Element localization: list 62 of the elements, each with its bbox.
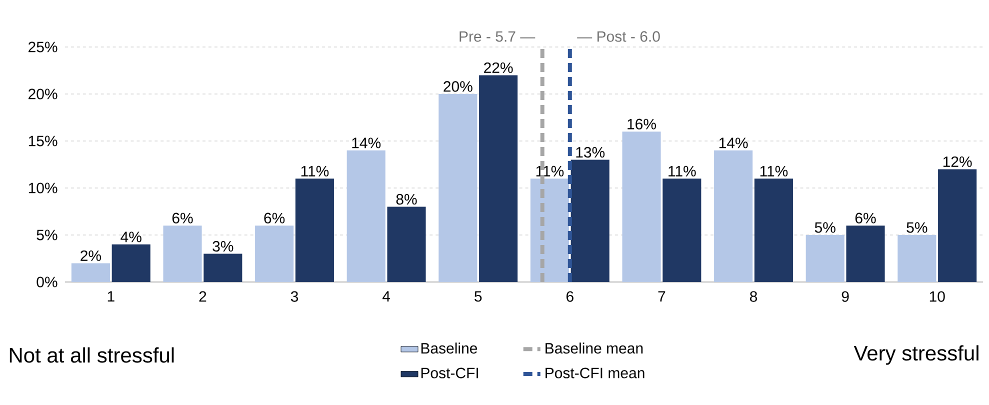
bar <box>662 178 702 282</box>
bar <box>438 94 478 282</box>
x-tick-label: 9 <box>842 291 849 302</box>
legend-label: Post-CFI mean <box>546 368 644 378</box>
y-tick-label: 10% <box>28 182 58 194</box>
x-tick-label: 1 <box>108 291 114 302</box>
bar <box>622 132 661 282</box>
bar <box>163 226 202 282</box>
text: Very stressful <box>854 345 978 365</box>
x-tick-label: 3 <box>290 291 298 302</box>
data-label: 12% <box>943 156 972 168</box>
data-label: 22% <box>484 62 513 74</box>
x-tick-label: 2 <box>199 291 206 302</box>
data-label: 16% <box>628 118 656 130</box>
bar <box>255 226 294 282</box>
legend-label: Baseline <box>421 342 478 354</box>
bar <box>938 169 977 282</box>
bar <box>112 244 150 282</box>
y-tick-label: 20% <box>28 88 58 100</box>
bar <box>754 178 793 282</box>
data-label: 6% <box>855 212 876 224</box>
y-tick-label: 15% <box>28 136 58 146</box>
x-tick-label: 4 <box>382 291 390 302</box>
legend-label: Post-CFI <box>421 368 478 378</box>
data-label: 5% <box>814 222 836 233</box>
data-label: 14% <box>719 138 748 148</box>
data-label: 11% <box>536 166 564 176</box>
data-label: 2% <box>80 250 102 262</box>
bar <box>295 178 334 282</box>
data-label: 11% <box>760 166 788 176</box>
bar <box>898 235 936 282</box>
y-tick-label: 25% <box>28 42 58 52</box>
bar <box>714 150 753 282</box>
data-label: 11% <box>301 166 329 176</box>
data-label: 14% <box>352 138 381 148</box>
legend-label: Baseline mean <box>546 342 643 354</box>
data-label: 5% <box>906 222 928 233</box>
y-tick-label: 0% <box>36 276 58 288</box>
bar <box>479 75 518 282</box>
x-tick-label: 8 <box>750 291 758 302</box>
annotation: Pre - 5.7 — <box>460 31 536 42</box>
x-tick-label: 6 <box>566 291 574 302</box>
data-label: 3% <box>212 240 234 252</box>
x-tick-label: 5 <box>474 291 482 302</box>
data-label: 13% <box>576 146 605 158</box>
data-label: 4% <box>120 232 142 242</box>
bar <box>204 254 242 282</box>
data-label: 6% <box>264 212 285 224</box>
x-tick-label: 7 <box>658 291 666 302</box>
bar <box>846 226 885 282</box>
data-label: 20% <box>444 81 472 92</box>
data-label: 11% <box>668 166 696 176</box>
bar <box>71 263 110 282</box>
x-tick-label: 10 <box>930 291 945 302</box>
bar <box>346 150 386 282</box>
bar <box>806 235 844 282</box>
bar <box>387 206 426 282</box>
text: Not at all stressful <box>10 347 174 363</box>
y-tick-label: 5% <box>36 230 58 240</box>
data-label: 6% <box>172 212 193 224</box>
annotation: — Post - 6.0 <box>577 31 660 42</box>
data-label: 8% <box>396 194 417 205</box>
